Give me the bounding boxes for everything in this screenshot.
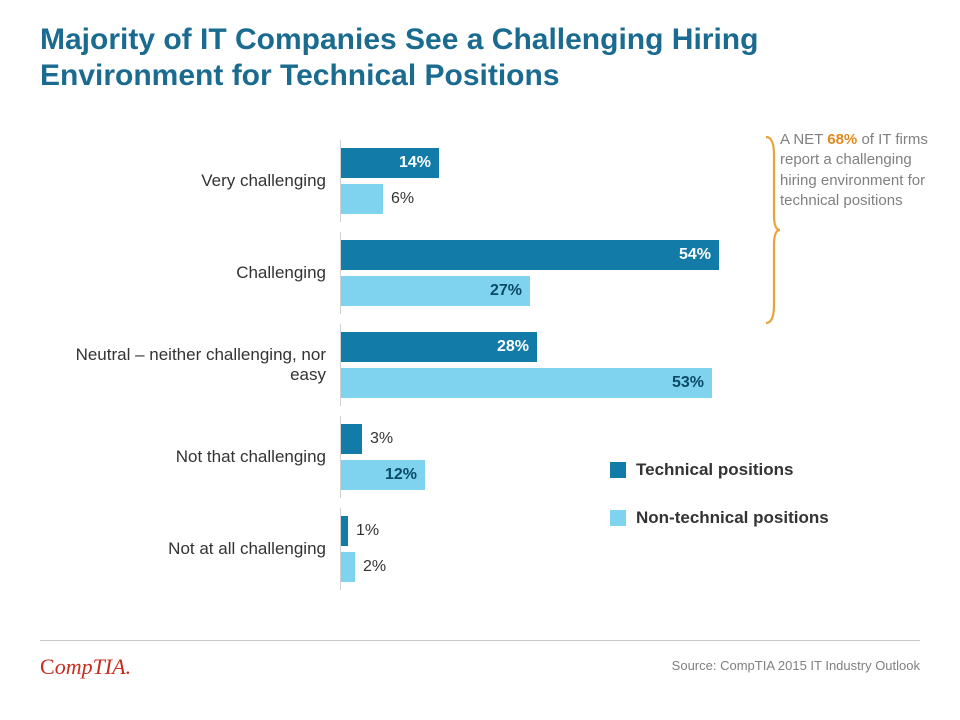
chart-row: Neutral – neither challenging, nor easy2… (40, 319, 760, 411)
footer-divider (40, 640, 920, 641)
bar-value: 27% (490, 282, 522, 300)
bar-technical: 14% (341, 148, 439, 178)
callout-text: A NET 68% of IT firms report a challengi… (780, 130, 930, 211)
legend: Technical positions Non-technical positio… (610, 460, 829, 556)
bar-nontechnical: 27% (341, 276, 530, 306)
bar-value: 53% (672, 374, 704, 392)
bar-group: 28% 53% (340, 324, 760, 406)
bar-technical: 28% (341, 332, 537, 362)
category-label: Not at all challenging (40, 539, 340, 559)
legend-item: Non-technical positions (610, 508, 829, 528)
bar-value: 28% (497, 338, 529, 356)
legend-swatch (610, 462, 626, 478)
bar-nontechnical: 12% (341, 460, 425, 490)
bar-nontechnical: 53% (341, 368, 712, 398)
chart-row: Challenging 54% 27% (40, 227, 760, 319)
legend-label: Technical positions (636, 460, 793, 480)
page-title: Majority of IT Companies See a Challengi… (40, 22, 800, 94)
comptia-logo: CompTIA. (40, 654, 131, 680)
bar-nontechnical: 2% (341, 552, 355, 582)
source-text: Source: CompTIA 2015 IT Industry Outlook (672, 658, 920, 673)
bar-value: 12% (385, 466, 417, 484)
bar-value: 2% (363, 558, 386, 576)
bar-value: 1% (356, 522, 379, 540)
callout-highlight: 68% (827, 131, 857, 148)
bar-technical: 54% (341, 240, 719, 270)
bar-value: 3% (370, 430, 393, 448)
legend-label: Non-technical positions (636, 508, 829, 528)
legend-item: Technical positions (610, 460, 829, 480)
bar-group: 54% 27% (340, 232, 760, 314)
legend-swatch (610, 510, 626, 526)
category-label: Challenging (40, 263, 340, 283)
bar-nontechnical: 6% (341, 184, 383, 214)
bar-group: 14% 6% (340, 140, 760, 222)
bar-technical: 3% (341, 424, 362, 454)
bar-value: 14% (399, 154, 431, 172)
brace-icon (762, 135, 782, 325)
bar-value: 6% (391, 190, 414, 208)
chart-row: Very challenging 14% 6% (40, 135, 760, 227)
bar-value: 54% (679, 246, 711, 264)
bar-technical: 1% (341, 516, 348, 546)
callout-pre: A NET (780, 131, 827, 148)
category-label: Neutral – neither challenging, nor easy (40, 345, 340, 385)
category-label: Very challenging (40, 171, 340, 191)
category-label: Not that challenging (40, 447, 340, 467)
